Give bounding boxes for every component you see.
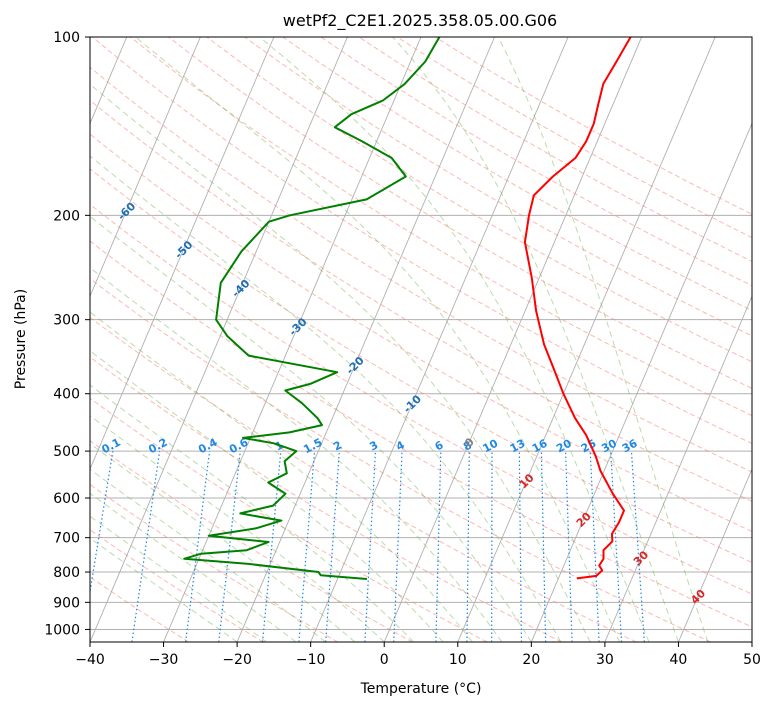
sounding-series-line [183,37,441,580]
mixing-ratio-line [131,451,161,642]
pressure-gridlines [90,37,752,630]
isotherm-line [163,37,422,642]
dry-adiabat [90,203,752,595]
y-tick-label: 700 [53,531,80,547]
x-tick-label: 40 [670,652,688,668]
moist-adiabats [90,37,709,642]
moist-adiabat [90,442,356,642]
y-axis: 100 200 300 400 500 600 700 800 900 1000 [44,30,90,638]
moist-adiabat [90,415,385,642]
isotherm-line [90,37,201,298]
x-tick-label: −40 [75,652,105,668]
isotherm-line [530,122,752,642]
x-tick-label: 10 [449,652,467,668]
dry-adiabat [90,440,413,642]
y-tick-label: 800 [53,565,80,581]
isotherm-line [236,37,495,642]
mixing-ratio-line [90,451,114,596]
dry-adiabat [90,133,752,533]
x-tick-label: −20 [222,652,252,668]
isotherm-line [90,37,275,471]
moist-adiabat [135,37,621,642]
y-tick-label: 600 [53,491,80,507]
plot-frame [89,36,753,643]
isotherm-line [604,295,752,642]
y-tick-label: 400 [53,387,80,403]
y-tick-label: 900 [53,595,80,611]
dry-adiabats [90,37,752,642]
isotherm-line [457,37,716,642]
plot-area: 0.10.20.40.611.52346810131620253036-100-… [90,37,752,642]
dry-adiabat [90,278,712,642]
moist-adiabat [90,215,532,642]
isotherm-line [383,37,643,642]
mixing-ratio-label: 36 [620,437,640,456]
y-tick-label: 300 [53,313,80,329]
x-tick-label: 0 [380,652,389,668]
moist-adiabat [392,37,679,642]
mixing-ratio-label: 30 [599,437,619,456]
chart-title: wetPf2_C2E1.2025.358.05.00.G06 [283,11,557,31]
x-tick-label: 30 [596,652,614,668]
x-axis-title: Temperature (°C) [360,681,482,697]
moist-adiabat [259,37,650,642]
isotherm-line [90,37,348,642]
dry-adiabat [130,37,752,417]
x-tick-label: −10 [296,652,326,668]
y-tick-label: 200 [53,208,80,224]
mixing-ratio-lines [90,451,645,642]
moist-adiabat [90,155,562,642]
mixing-ratio-label: 16 [530,437,550,456]
dry-adiabat [90,168,752,563]
dry-adiabat [90,99,752,502]
dry-adiabat [90,483,339,642]
sounding-series-line [523,37,632,580]
y-tick-label: 1000 [44,622,80,638]
moist-adiabat [90,350,444,642]
isotherm-line [678,467,752,642]
sounding-profiles [183,37,632,580]
moist-adiabat [90,267,503,642]
dry-adiabat [90,356,562,642]
dry-adiabat [90,240,752,628]
y-axis-title: Pressure (hPa) [13,289,29,389]
x-tick-label: 50 [743,652,761,668]
x-tick-label: −30 [149,652,179,668]
y-tick-label: 500 [53,444,80,460]
moist-adiabat [497,37,709,642]
dry-adiabat [206,37,752,363]
dry-adiabat [168,37,752,389]
x-axis: −40 −30 −20 −10 0 10 20 30 40 50 [75,642,761,668]
dry-adiabat [90,529,264,642]
mixing-ratio-label: 10 [481,437,501,456]
dry-adiabat [90,316,637,642]
mixing-ratio-line [218,451,241,642]
x-tick-label: 20 [522,652,540,668]
mixing-ratio-line [185,451,211,642]
y-tick-label: 100 [53,30,80,46]
mixing-ratio-label: 13 [508,437,528,456]
dry-adiabat [90,397,488,642]
moist-adiabat [90,311,473,642]
moist-adiabat [90,384,414,642]
mixing-ratio-label: 20 [554,437,574,456]
